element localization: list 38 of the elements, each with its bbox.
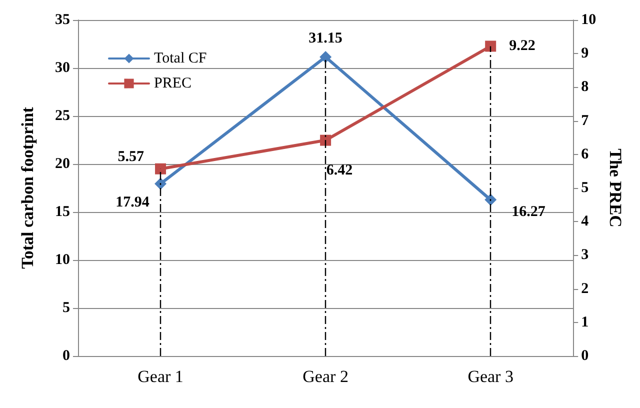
y2-axis-title: The PREC <box>606 148 625 228</box>
y-tick-label: 35 <box>55 12 70 28</box>
x-tick-label: Gear 2 <box>302 367 348 386</box>
y-tick-label: 10 <box>55 252 70 268</box>
y-tick-label: 20 <box>55 156 70 172</box>
data-label: 5.57 <box>118 148 145 165</box>
point <box>320 134 332 146</box>
y2-tick-label: 3 <box>581 247 589 264</box>
data-label: 16.27 <box>512 204 546 220</box>
data-label: 9.22 <box>509 38 536 54</box>
point <box>154 178 167 190</box>
point <box>155 163 166 174</box>
data-label: 6.42 <box>326 162 353 178</box>
x-tick-label: Gear 3 <box>468 367 514 386</box>
y2-tick-label: 1 <box>581 314 589 330</box>
y2-tick-label: 5 <box>581 180 589 196</box>
y-axis-title: Total carbon footprint <box>18 106 37 269</box>
y2-tick-label: 6 <box>581 146 590 162</box>
y-tick-label: 5 <box>62 300 70 316</box>
y-tick-label: 25 <box>55 108 70 124</box>
point <box>320 50 332 63</box>
y2-tick-label: 0 <box>581 348 589 364</box>
y2-tick-label: 8 <box>581 79 589 96</box>
y-tick-label: 15 <box>55 204 70 220</box>
data-label: 17.94 <box>116 194 150 210</box>
point <box>485 40 496 52</box>
x-tick-label: Gear 1 <box>138 367 184 386</box>
legend-label: PREC <box>154 76 192 92</box>
y2-tick-label: 7 <box>581 112 590 129</box>
legend-label: Total CF <box>154 50 207 66</box>
y-tick-label: 0 <box>62 348 70 364</box>
data-label: 31.15 <box>308 30 342 46</box>
y2-tick-label: 4 <box>581 214 590 230</box>
y2-tick-label: 10 <box>581 12 596 28</box>
y2-tick-label: 9 <box>581 46 589 62</box>
y-tick-label: 30 <box>55 60 70 76</box>
point <box>484 194 497 206</box>
y2-tick-label: 2 <box>581 280 589 297</box>
